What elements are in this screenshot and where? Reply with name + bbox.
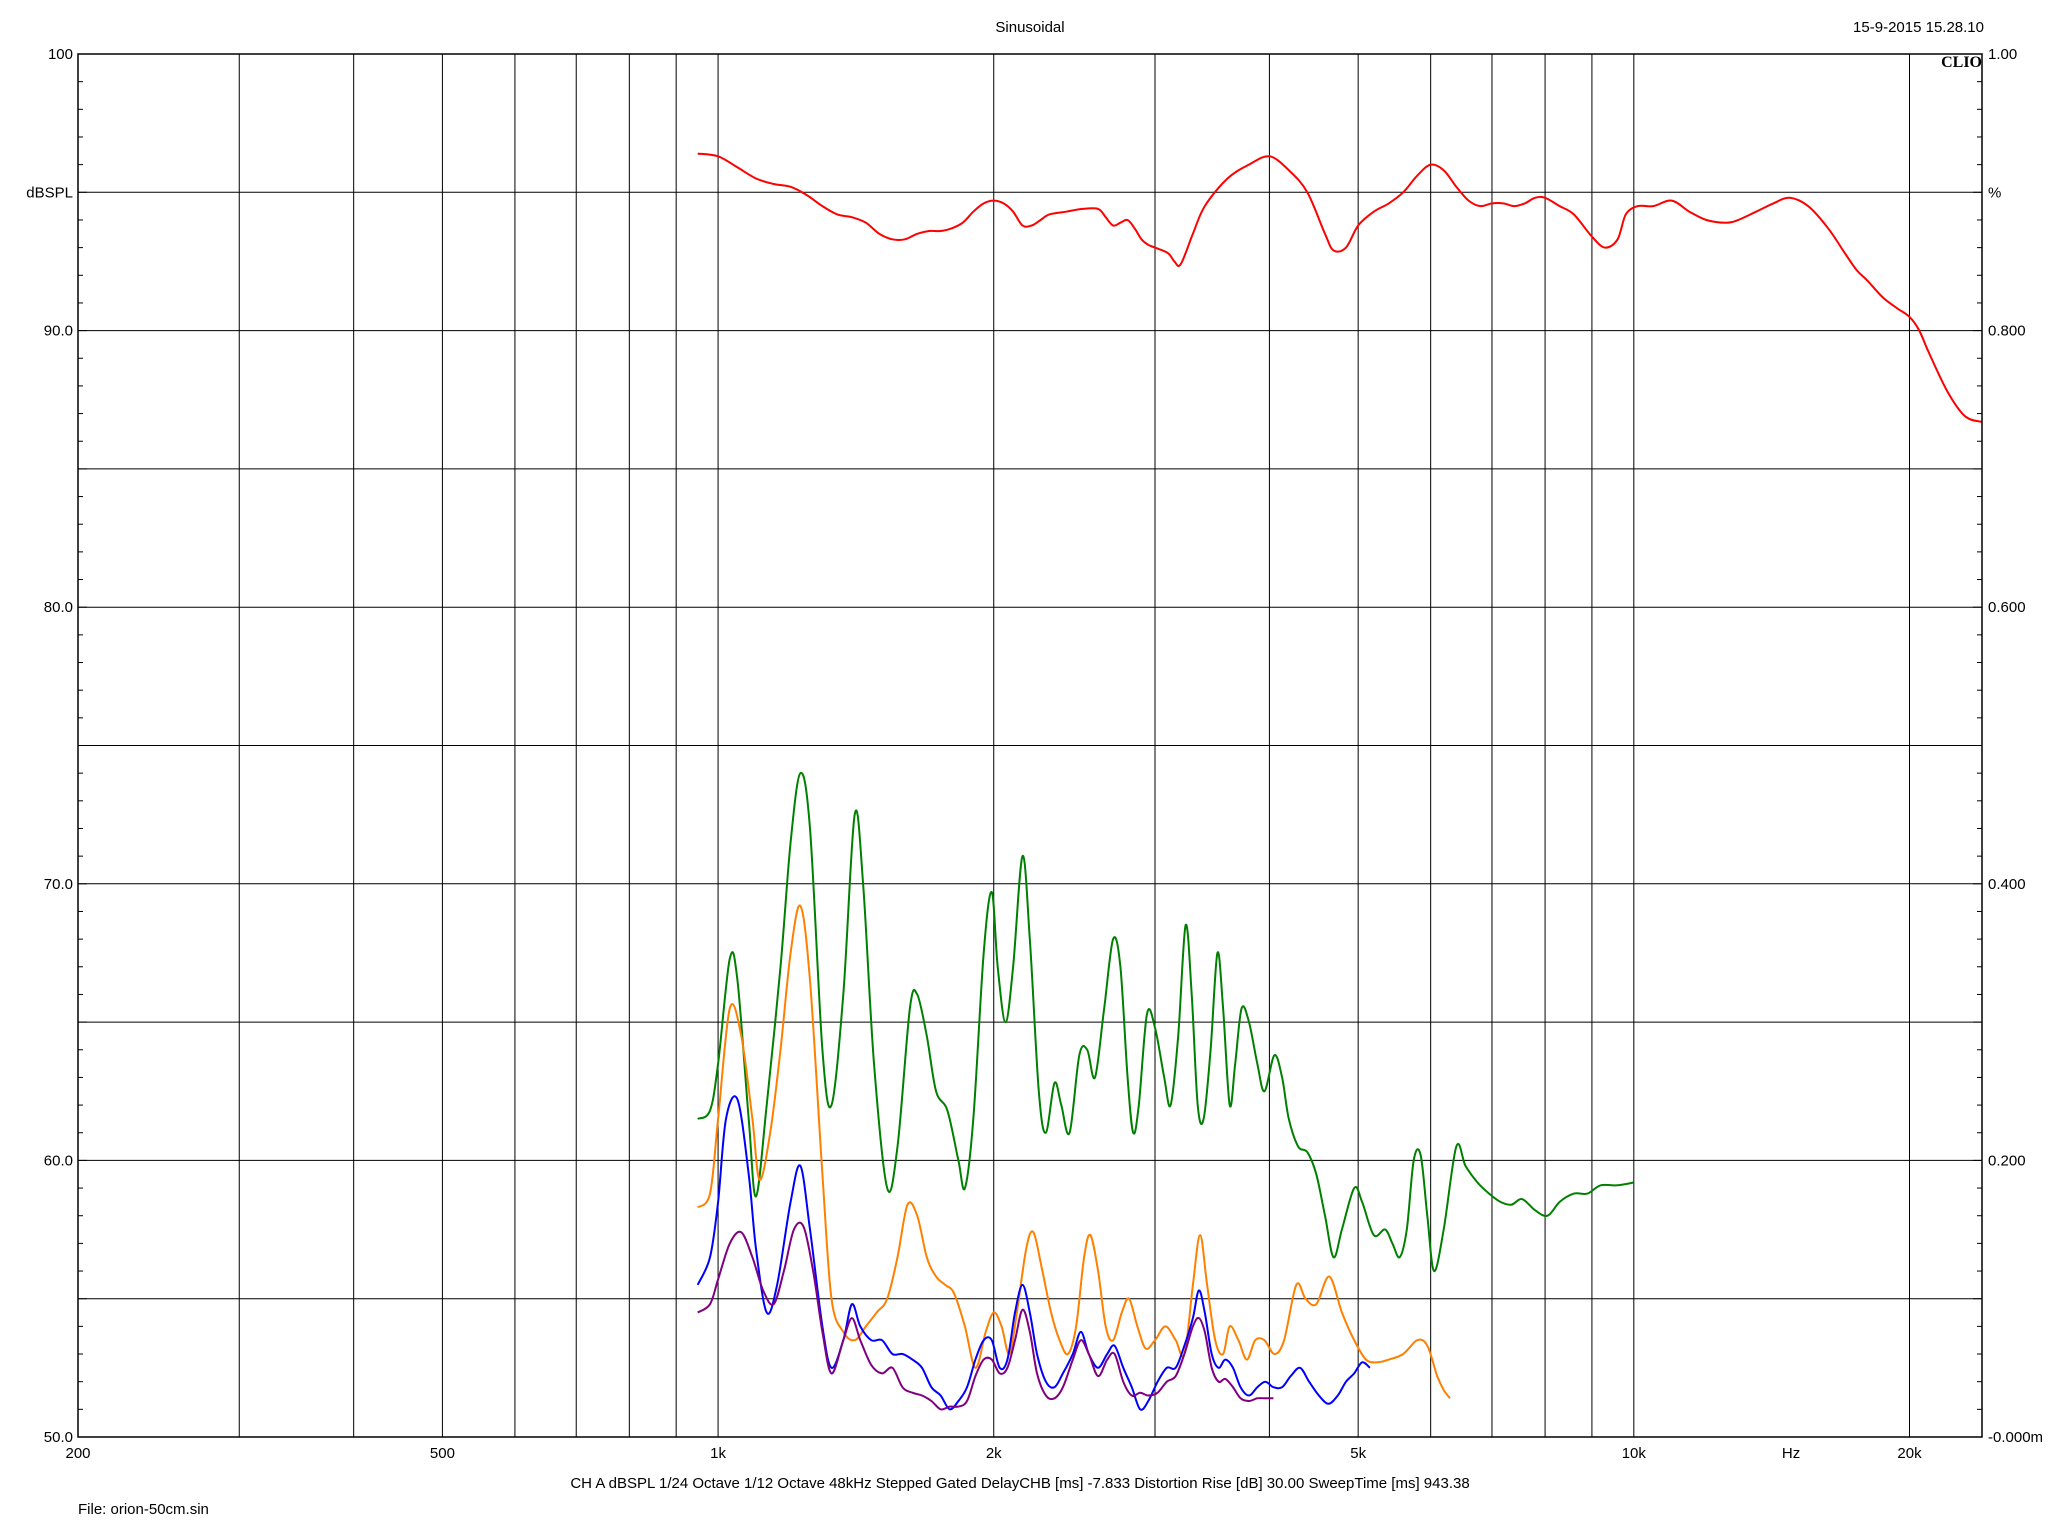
x-tick-label: 1k xyxy=(710,1445,726,1462)
x-tick-label: 20k xyxy=(1897,1445,1922,1462)
y-right-tick-label: % xyxy=(1988,184,2001,201)
y-left-tick-label: 80.0 xyxy=(44,599,73,616)
axis-ticks xyxy=(78,53,1982,1438)
y-left-tick-label: dBSPL xyxy=(26,184,73,201)
x-tick-label: 10k xyxy=(1622,1445,1647,1462)
series-lines xyxy=(696,152,1983,1411)
y-right-tick-label: 0.200 xyxy=(1988,1152,2026,1169)
y-left-tick-label: 90.0 xyxy=(44,323,73,340)
axis-labels: 100 dBSPL 90.0 80.0 70.0 60.0 50.0 1.00% 0.800 0.… xyxy=(26,46,2043,1462)
series-line xyxy=(696,904,1451,1399)
series-line xyxy=(697,772,1634,1273)
y-left-tick-label: 60.0 xyxy=(44,1152,73,1169)
y-right-tick-label: 0.800 xyxy=(1988,323,2026,340)
y-left-tick-label: 70.0 xyxy=(44,876,73,893)
y-right-tick-label: 0.400 xyxy=(1988,876,2026,893)
chart-title: Sinusoidal xyxy=(995,19,1064,36)
series-line xyxy=(697,1221,1274,1411)
file-name: File: orion-50cm.sin xyxy=(78,1501,209,1518)
y-right-tick-label: -0.000m xyxy=(1988,1429,2043,1446)
measurement-settings: CH A dBSPL 1/24 Octave 1/12 Octave 48kHz… xyxy=(570,1475,1469,1492)
x-tick-label: 200 xyxy=(65,1445,90,1462)
series-line xyxy=(697,152,1983,423)
y-left-tick-label: 100 xyxy=(48,46,73,63)
y-right-tick-label: 0.600 xyxy=(1988,599,2026,616)
x-tick-label: 2k xyxy=(986,1445,1002,1462)
clio-logo: CLIO xyxy=(1941,54,1982,71)
timestamp: 15-9-2015 15.28.10 xyxy=(1853,19,1984,36)
y-right-tick-label: 1.00 xyxy=(1988,46,2017,63)
x-tick-label: 5k xyxy=(1350,1445,1366,1462)
y-left-tick-label: 50.0 xyxy=(44,1429,73,1446)
x-tick-label: 500 xyxy=(430,1445,455,1462)
x-tick-label: Hz xyxy=(1782,1445,1800,1462)
grid-lines xyxy=(77,53,1982,1438)
